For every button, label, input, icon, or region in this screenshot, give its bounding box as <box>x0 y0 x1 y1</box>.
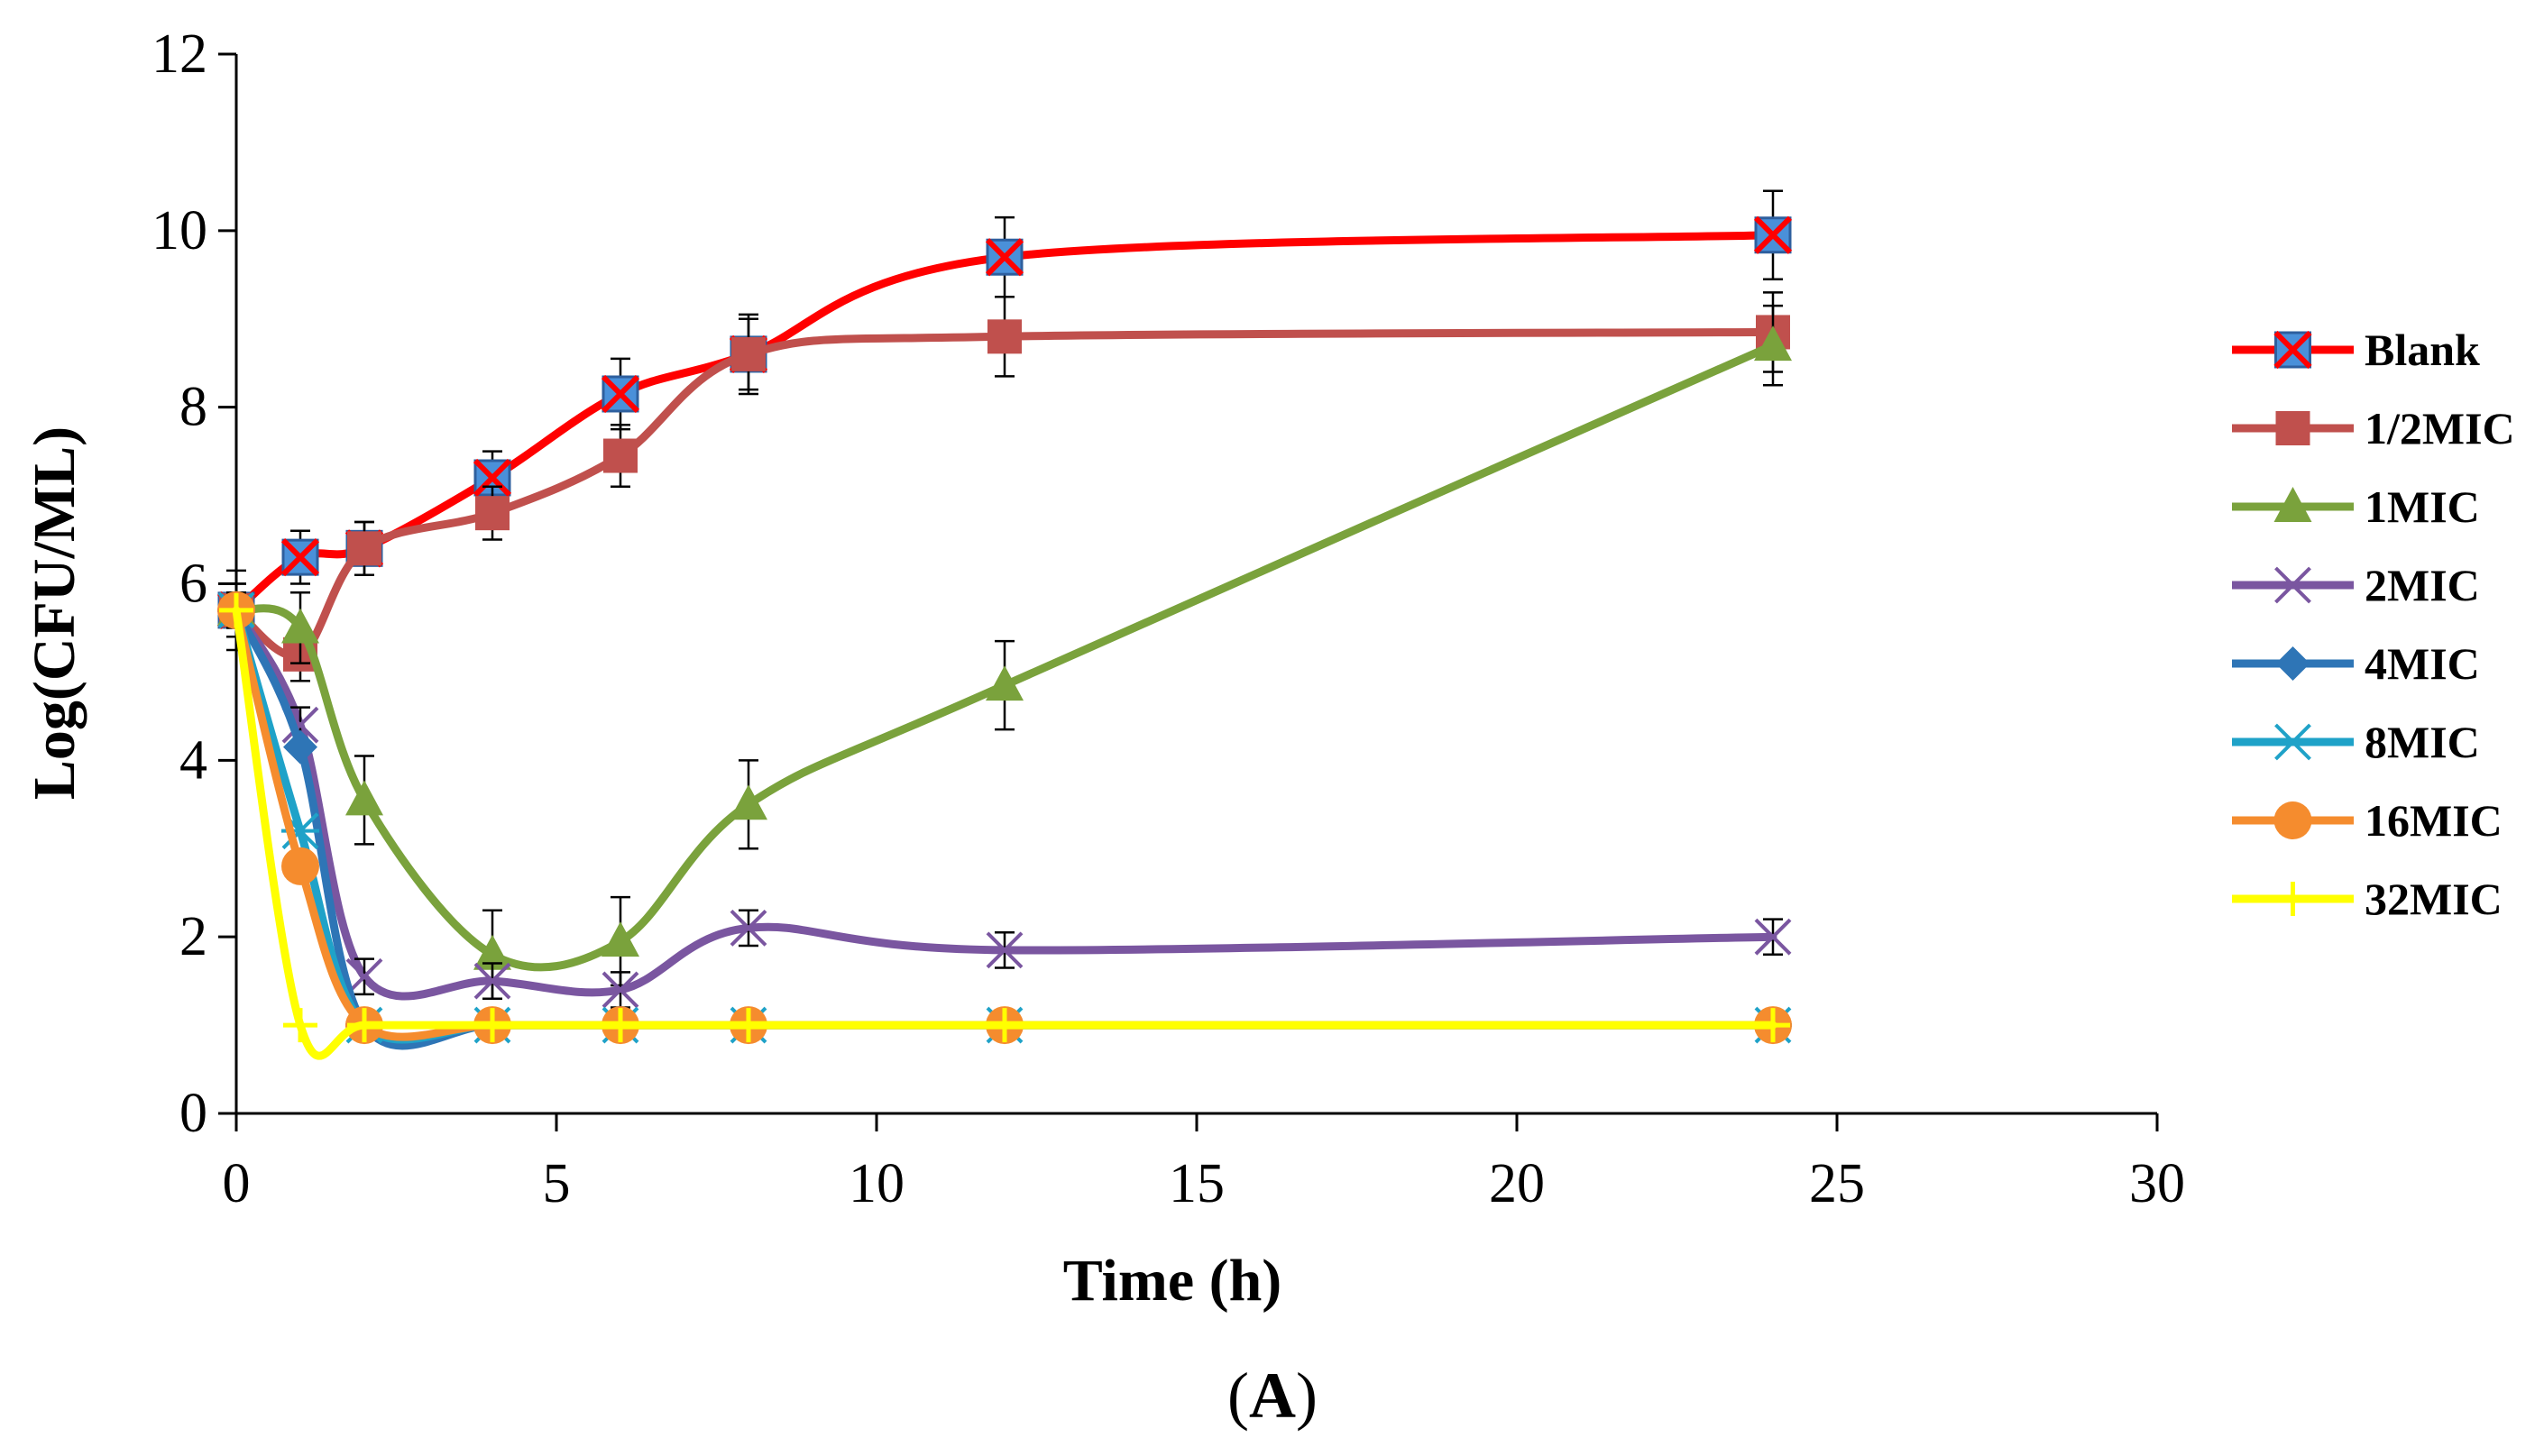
legend-label-8mic: 8MIC <box>2365 717 2480 767</box>
data-point-1mic <box>345 780 383 816</box>
data-point-4mic <box>283 729 317 765</box>
data-point-2mic <box>730 909 767 947</box>
legend-item-1-2mic: 1/2MIC <box>2232 403 2515 453</box>
legend: Blank 1/2MIC 1MIC 2MIC 4MIC 8MIC 16MIC 32MIC <box>2232 325 2515 924</box>
legend-label-4mic: 4MIC <box>2365 638 2480 689</box>
y-tick-label: 4 <box>179 729 207 791</box>
y-axis-title: Log(CFU/ML) <box>22 426 87 800</box>
x-tick-label: 10 <box>849 1153 905 1214</box>
data-point-2mic <box>602 971 639 1009</box>
data-point-1-2mic <box>987 319 1022 354</box>
data-point-16mic <box>281 847 319 885</box>
data-point-blank-cross <box>1753 215 1793 254</box>
legend-marker-16mic <box>2273 801 2312 839</box>
x-axis-title: Time (h) <box>1063 1248 1282 1314</box>
series-1-2mic <box>219 291 1790 682</box>
legend-item-2mic: 2MIC <box>2232 560 2480 610</box>
caption-open: ( <box>1227 1360 1249 1432</box>
x-tick-label: 20 <box>1489 1153 1545 1214</box>
series-line-1mic <box>232 341 1777 972</box>
y-tick-label: 2 <box>179 906 207 967</box>
y-tick-label: 8 <box>179 377 207 438</box>
series-1mic <box>217 304 1792 1000</box>
data-point-2mic <box>986 931 1024 969</box>
data-point-1mic <box>473 934 511 970</box>
data-point-32mic <box>987 1008 1022 1043</box>
series-32mic <box>219 592 1790 1060</box>
data-point-blank-cross <box>601 374 640 414</box>
legend-item-8mic: 8MIC <box>2232 717 2480 767</box>
legend-label-2mic: 2MIC <box>2365 560 2480 610</box>
data-point-2mic <box>473 962 511 1000</box>
legend-label-16mic: 16MIC <box>2365 795 2503 846</box>
data-point-32mic <box>731 1008 766 1043</box>
caption-close: ) <box>1296 1360 1318 1432</box>
data-point-32mic <box>603 1008 638 1043</box>
data-point-32mic <box>283 1008 317 1043</box>
data-point-32mic <box>347 1008 381 1043</box>
legend-label-1mic: 1MIC <box>2365 481 2480 532</box>
data-point-1-2mic <box>603 438 638 473</box>
series-line-1-2mic <box>232 327 1777 660</box>
legend-item-32mic: 32MIC <box>2232 874 2503 924</box>
caption-letter: A <box>1249 1360 1296 1432</box>
series-layer <box>216 189 1793 1060</box>
series-line-blank <box>232 231 1777 615</box>
legend-marker-32mic <box>2275 882 2310 916</box>
data-point-blank-cross <box>985 238 1024 277</box>
data-point-32mic <box>475 1008 510 1043</box>
data-point-1mic <box>730 784 767 820</box>
data-point-2mic <box>345 957 383 995</box>
x-tick-label: 15 <box>1169 1153 1225 1214</box>
legend-marker-2mic <box>2274 566 2311 604</box>
series-blank <box>216 189 1793 652</box>
series-2mic <box>217 591 1792 1009</box>
legend-label-1-2mic: 1/2MIC <box>2365 403 2515 453</box>
x-tick-label: 5 <box>543 1153 571 1214</box>
data-point-blank-cross <box>473 458 512 498</box>
data-point-1-2mic <box>731 336 766 371</box>
data-point-2mic <box>1754 918 1792 956</box>
legend-marker-blank-cross <box>2273 330 2312 370</box>
legend-label-blank: Blank <box>2365 325 2480 375</box>
legend-marker-4mic <box>2275 646 2310 681</box>
x-tick-label: 25 <box>1809 1153 1865 1214</box>
legend-label-32mic: 32MIC <box>2365 874 2503 924</box>
data-point-32mic <box>219 592 253 627</box>
data-point-32mic <box>1756 1008 1790 1043</box>
data-point-1mic <box>281 608 319 644</box>
data-point-1-2mic <box>347 531 381 566</box>
y-tick-label: 6 <box>179 554 207 615</box>
legend-marker-8mic <box>2273 723 2312 761</box>
legend-item-blank: Blank <box>2232 325 2480 375</box>
y-tick-label: 10 <box>152 200 207 261</box>
figure-caption: (A) <box>1227 1360 1318 1432</box>
axes: 0 2 4 6 8 10 12 0 5 10 15 20 25 30 <box>152 23 2185 1214</box>
y-tick-label: 0 <box>179 1083 207 1144</box>
legend-item-1mic: 1MIC <box>2232 481 2480 532</box>
data-point-1-2mic <box>475 496 510 531</box>
legend-item-16mic: 16MIC <box>2232 795 2503 846</box>
x-tick-label: 0 <box>223 1153 251 1214</box>
legend-item-4mic: 4MIC <box>2232 638 2480 689</box>
data-point-1mic <box>986 665 1024 701</box>
data-point-1mic <box>602 921 639 957</box>
data-point-1mic <box>1754 325 1792 362</box>
y-tick-label: 12 <box>152 23 207 85</box>
x-tick-label: 30 <box>2129 1153 2185 1214</box>
legend-marker-1-2mic <box>2275 411 2310 445</box>
data-point-blank-cross <box>280 538 320 577</box>
legend-marker-1mic <box>2273 487 2312 522</box>
